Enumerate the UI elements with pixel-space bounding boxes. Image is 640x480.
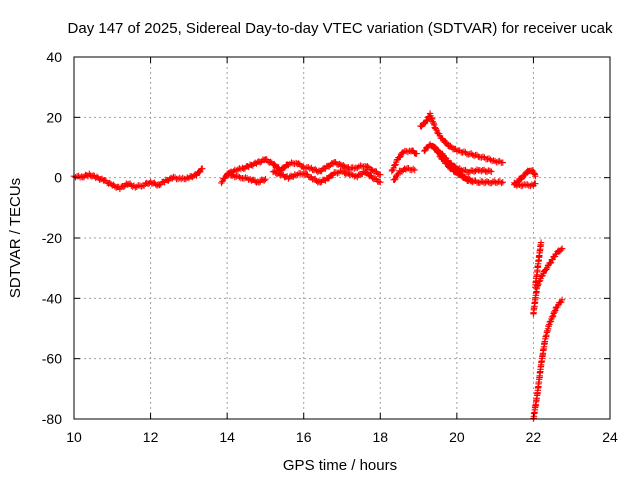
x-tick-label: 12 <box>143 429 159 445</box>
y-tick-label: -20 <box>42 230 62 246</box>
series-markers <box>417 110 506 166</box>
axis-ticks: 10 12 14 16 18 20 22 24 -80 -60 -40 -20 0 20 40 <box>42 49 618 445</box>
x-tick-label: 16 <box>296 429 312 445</box>
x-tick-label: 14 <box>219 429 235 445</box>
y-tick-label: 0 <box>54 170 62 186</box>
series-arc-4 <box>269 167 384 186</box>
series-markers <box>269 167 384 186</box>
series-arc-3 <box>223 170 269 186</box>
y-tick-label: -40 <box>42 290 62 306</box>
series-arc-2 <box>218 156 384 187</box>
series-arc-15 <box>532 239 545 291</box>
series-markers <box>511 179 539 190</box>
x-tick-label: 10 <box>66 429 82 445</box>
y-tick-label: 40 <box>46 49 62 65</box>
y-tick-label: -80 <box>42 411 62 427</box>
x-tick-label: 20 <box>449 429 465 445</box>
x-tick-label: 22 <box>526 429 542 445</box>
y-axis-label: SDTVAR / TECUs <box>7 178 24 298</box>
series-markers <box>390 165 418 183</box>
series-markers <box>532 239 545 291</box>
x-tick-label: 18 <box>372 429 388 445</box>
series-arc-6 <box>390 165 418 183</box>
series-markers <box>218 156 384 187</box>
series-arc-12 <box>511 179 539 190</box>
y-tick-label: -60 <box>42 351 62 367</box>
series-arc-7 <box>417 110 506 166</box>
series-arc-5 <box>388 147 420 175</box>
series-markers <box>223 170 269 186</box>
x-tick-label: 24 <box>602 429 618 445</box>
data-series <box>70 110 566 422</box>
series-markers <box>388 147 420 175</box>
x-axis-label: GPS time / hours <box>283 457 397 474</box>
y-tick-label: 20 <box>46 109 62 125</box>
chart-title: Day 147 of 2025, Sidereal Day-to-day VTE… <box>68 20 613 37</box>
series-markers <box>438 150 495 176</box>
grid <box>74 57 610 419</box>
series-arc-10 <box>438 150 495 176</box>
